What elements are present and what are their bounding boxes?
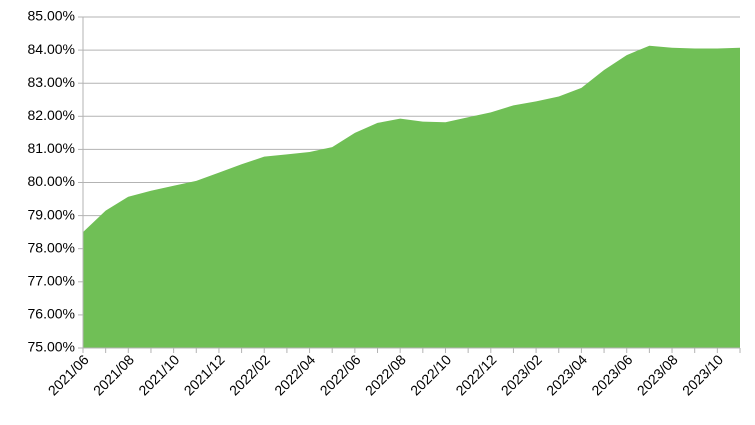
x-tick-label: 2023/08 [634,351,681,398]
x-tick-label: 2023/10 [679,351,726,398]
x-tick-label: 2023/04 [543,351,590,398]
y-tick-label: 84.00% [28,41,75,57]
y-tick-label: 76.00% [28,306,75,322]
x-tick-label: 2022/12 [452,351,499,398]
x-tick-label: 2021/10 [135,351,182,398]
y-tick-label: 85.00% [28,8,75,24]
x-tick-label: 2022/10 [407,351,454,398]
x-tick-label: 2022/04 [271,351,318,398]
y-tick-label: 83.00% [28,74,75,90]
x-tick-label: 2022/06 [317,351,364,398]
y-tick-label: 75.00% [28,339,75,355]
x-tick-label: 2023/02 [498,351,545,398]
area [83,45,740,349]
x-tick-label: 2021/12 [181,351,228,398]
y-tick-label: 78.00% [28,239,75,255]
y-tick-label: 79.00% [28,206,75,222]
y-tick-label: 77.00% [28,273,75,289]
y-tick-label: 81.00% [28,140,75,156]
y-tick-label: 80.00% [28,173,75,189]
x-tick-label: 2021/06 [45,351,92,398]
y-tick-label: 82.00% [28,107,75,123]
x-tick-label: 2022/02 [226,351,273,398]
x-tick-label: 2021/08 [90,351,137,398]
x-tick-label: 2023/06 [588,351,635,398]
x-tick-label: 2022/08 [362,351,409,398]
